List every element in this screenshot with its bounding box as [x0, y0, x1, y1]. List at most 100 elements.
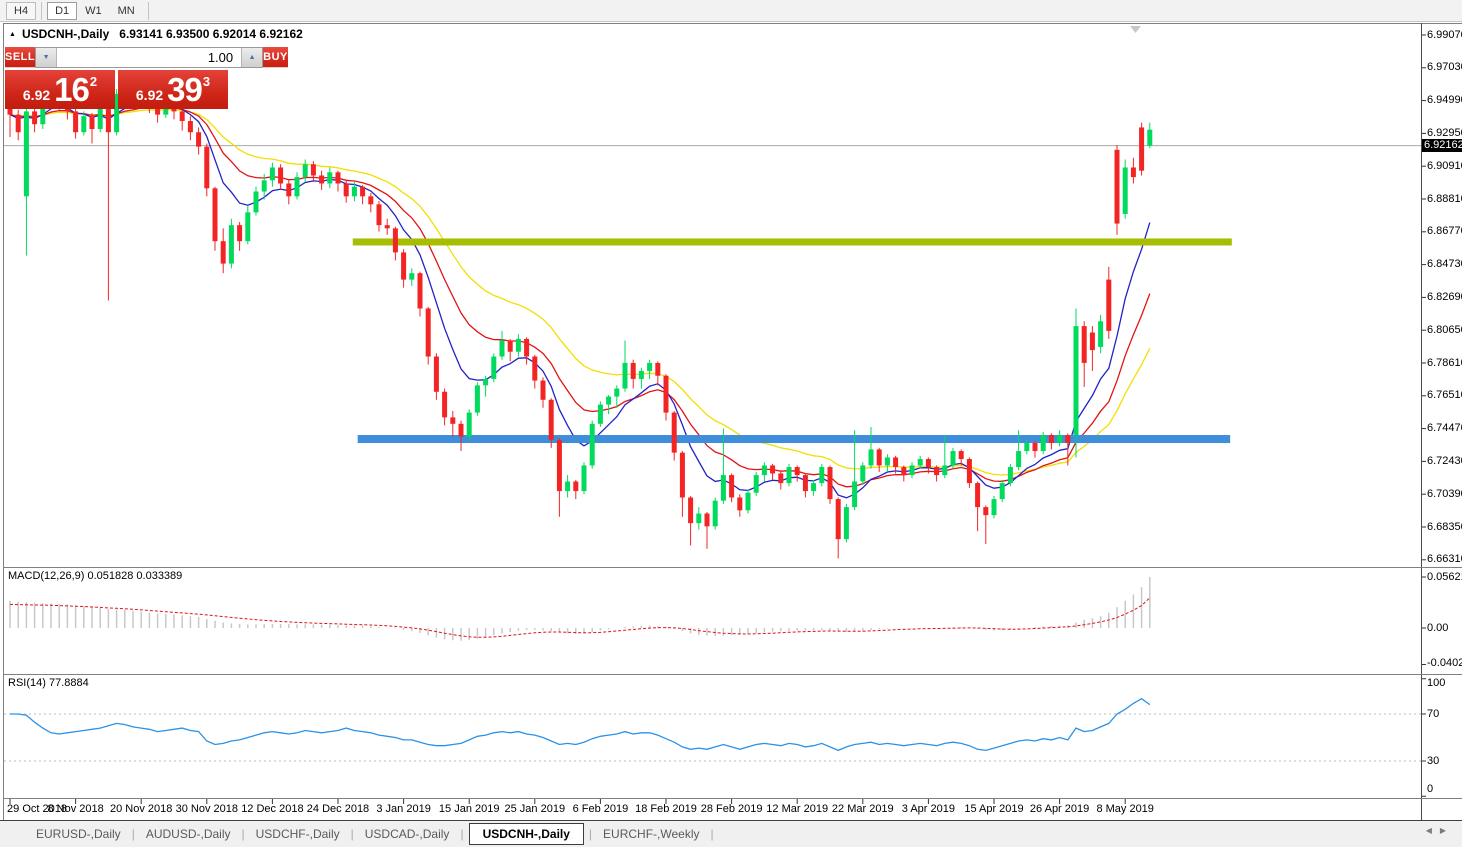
candle-body [105, 108, 111, 133]
buy-button[interactable]: BUY [263, 47, 288, 68]
candle-body [1032, 443, 1038, 452]
period-button-MN[interactable]: MN [117, 4, 135, 17]
buy-price-display[interactable]: 6.92 39 3 [118, 70, 228, 109]
macd-axis-label: 0.056211 [1427, 571, 1462, 584]
scroll-left-icon[interactable]: ◀ [1425, 826, 1440, 835]
candle-body [360, 186, 366, 197]
candle-body [327, 172, 333, 184]
candle-body [950, 451, 956, 466]
tab-scroll-arrows: ◀▶ [1426, 826, 1454, 835]
candle-body [1098, 321, 1104, 347]
candle-body [319, 175, 325, 184]
volume-increase-button[interactable]: ▲ [241, 48, 263, 67]
volume-input[interactable] [57, 48, 242, 67]
candle-body [425, 308, 431, 357]
candle-body [606, 396, 612, 405]
time-axis-label: 15 Apr 2019 [964, 803, 1024, 815]
candle-body [1122, 167, 1128, 214]
candle-body [1007, 467, 1013, 484]
candle-body [384, 225, 390, 229]
candle-body [294, 177, 300, 197]
tab-usdchfdaily[interactable]: USDCHF-,Daily [255, 827, 340, 841]
candle-body [15, 114, 21, 133]
chart-title: ▲ USDCNH-,Daily 6.93141 6.93500 6.92014 … [9, 27, 303, 41]
candle-body [852, 481, 858, 508]
candle-body [770, 465, 776, 474]
candle-body [630, 362, 636, 379]
macd-panel-divider[interactable] [3, 567, 1462, 568]
price-axis-label: 6.76510 [1427, 389, 1462, 402]
tab-audusddaily[interactable]: AUDUSD-,Daily [145, 827, 231, 841]
candle-body [917, 459, 923, 466]
candle-body [827, 467, 833, 500]
period-button-H4[interactable]: H4 [6, 1, 37, 20]
candle-body [868, 449, 874, 466]
time-axis-label: 15 Jan 2019 [438, 803, 500, 815]
candle-body [220, 241, 226, 264]
time-axis-label: 12 Dec 2018 [241, 803, 304, 815]
candle-body [573, 481, 579, 492]
candle-body [376, 204, 382, 226]
candle-body [73, 111, 79, 133]
candle-body [302, 164, 308, 178]
sell-button[interactable]: SELL [5, 47, 36, 68]
candle-body [688, 497, 694, 524]
candle-body [155, 103, 161, 115]
buy-price-big: 39 [167, 70, 203, 108]
candle-body [1057, 435, 1063, 444]
volume-decrease-button[interactable]: ▼ [36, 48, 58, 67]
candle-body [581, 465, 587, 492]
price-axis-label: 6.68350 [1427, 520, 1462, 533]
time-axis-divider [3, 798, 1462, 799]
candle-body [548, 399, 554, 440]
candle-body [942, 465, 948, 476]
rsi-panel-divider[interactable] [3, 674, 1462, 675]
tab-eurusddaily[interactable]: EURUSD-,Daily [36, 827, 121, 841]
period-button-D1[interactable]: D1 [47, 1, 78, 20]
candle-body [934, 467, 940, 476]
time-axis-label: 20 Nov 2018 [109, 803, 173, 815]
collapse-icon[interactable]: ▲ [9, 30, 16, 38]
time-axis-label: 6 Feb 2019 [572, 803, 629, 815]
candle-body [1081, 326, 1087, 363]
period-button-W1[interactable]: W1 [85, 4, 102, 17]
candle-body [204, 146, 210, 189]
chart-tab-bar: EURUSD-,Daily | AUDUSD-,Daily | USDCHF-,Dail… [0, 821, 1462, 847]
candle-body [32, 111, 38, 125]
scroll-right-icon[interactable]: ▶ [1439, 826, 1454, 835]
candle-body [638, 370, 644, 379]
rsi-axis-label: 30 [1427, 755, 1440, 767]
toolbar-separator [147, 1, 149, 20]
ma-line-slow [9, 108, 1151, 476]
candle-body [7, 103, 13, 115]
candle-body [860, 465, 866, 482]
tab-separator: | [710, 827, 714, 841]
tab-usdcaddaily[interactable]: USDCAD-,Daily [364, 827, 450, 841]
sell-price-small: 6.92 [22, 86, 51, 103]
tab-usdcnhdaily[interactable]: USDCNH-,Daily [468, 823, 584, 845]
tab-separator: | [350, 827, 354, 841]
rsi-panel [4, 697, 1421, 762]
candle-body [671, 412, 677, 453]
macd-signal-line [9, 597, 1151, 638]
candle-body [89, 116, 95, 130]
price-axis-label: 6.78610 [1427, 356, 1462, 369]
candle-body [540, 380, 546, 400]
candle-body [712, 500, 718, 527]
tab-separator: | [588, 827, 593, 841]
time-axis-label: 3 Apr 2019 [901, 803, 955, 815]
candle-body [819, 467, 825, 484]
candle-body [729, 475, 735, 498]
tab-eurchfweekly[interactable]: EURCHF-,Weekly [603, 827, 700, 841]
candle-body [975, 483, 981, 508]
candle-body [269, 167, 275, 181]
candle-body [622, 362, 628, 389]
candle-body [958, 451, 964, 460]
candle-body [556, 439, 562, 492]
sell-price-display[interactable]: 6.92 16 2 [5, 70, 115, 109]
candle-body [720, 475, 726, 501]
candle-body [753, 475, 759, 493]
candle-body [999, 483, 1005, 500]
